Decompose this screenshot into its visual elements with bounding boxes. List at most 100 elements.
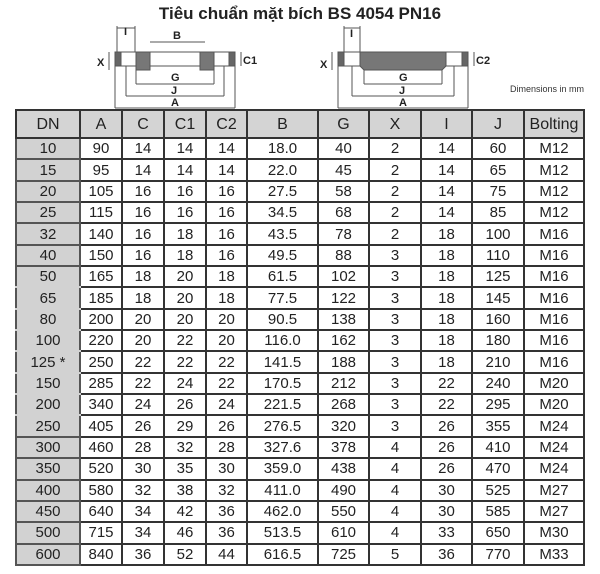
cell-c: 14 — [121, 136, 165, 161]
cell-c: 16 — [121, 201, 165, 225]
cell-c1: 18 — [163, 243, 207, 268]
cell-g: 320 — [317, 414, 370, 438]
table-row: 15 95 14 14 14 22.0 45 2 14 65 M12 — [15, 158, 585, 182]
cell-i: 33 — [420, 521, 473, 545]
cell-j: 585 — [471, 499, 525, 524]
cell-x: 3 — [368, 243, 422, 268]
table-header-row: DN A C C1 C2 B G X I J Bolting — [15, 109, 585, 139]
column-header-c: C — [121, 109, 165, 139]
cell-bolting: M30 — [523, 521, 585, 545]
dn-cell: 400 — [15, 478, 81, 502]
dn-cell: 32 — [15, 222, 81, 246]
dn-cell: 40 — [15, 243, 81, 268]
cell-a: 200 — [79, 307, 123, 332]
cell-g: 68 — [317, 201, 370, 225]
table-row: 80 200 20 20 20 90.5 138 3 18 160 M16 — [15, 307, 585, 332]
cell-j: 75 — [471, 179, 525, 204]
cell-c: 18 — [121, 286, 165, 310]
cell-b: 462.0 — [246, 499, 319, 524]
cell-g: 212 — [317, 371, 370, 396]
cell-j: 295 — [471, 393, 525, 417]
cell-g: 122 — [317, 286, 370, 310]
cell-c1: 14 — [163, 136, 207, 161]
table-row: 10 90 14 14 14 18.0 40 2 14 60 M12 — [15, 136, 585, 161]
dn-cell: 100 — [15, 329, 81, 353]
cell-x: 3 — [368, 307, 422, 332]
cell-c2: 36 — [205, 499, 248, 524]
column-header-bolting: Bolting — [523, 109, 585, 139]
cell-c1: 32 — [163, 435, 207, 460]
cell-j: 100 — [471, 222, 525, 246]
cell-a: 405 — [79, 414, 123, 438]
cell-c2: 18 — [205, 265, 248, 289]
table-row: 20 105 16 16 16 27.5 58 2 14 75 M12 — [15, 179, 585, 204]
cell-g: 610 — [317, 521, 370, 545]
cell-i: 26 — [420, 435, 473, 460]
cell-c1: 20 — [163, 307, 207, 332]
cell-c: 20 — [121, 307, 165, 332]
cell-j: 65 — [471, 158, 525, 182]
cell-g: 58 — [317, 179, 370, 204]
cell-a: 140 — [79, 222, 123, 246]
table-row: 450 640 34 42 36 462.0 550 4 30 585 M27 — [15, 499, 585, 524]
cell-b: 513.5 — [246, 521, 319, 545]
cell-c2: 20 — [205, 307, 248, 332]
flange-diagram-blind: I X C2 G J A — [320, 26, 490, 109]
cell-a: 285 — [79, 371, 123, 396]
flange-dimensions-table: DN A C C1 C2 B G X I J Bolting 10 90 14 14 14 18.0 40 2 14… — [15, 109, 585, 566]
cell-c: 22 — [121, 350, 165, 374]
cell-g: 550 — [317, 499, 370, 524]
cell-c1: 38 — [163, 478, 207, 502]
cell-c2: 28 — [205, 435, 248, 460]
cell-a: 105 — [79, 179, 123, 204]
cell-a: 715 — [79, 521, 123, 545]
column-header-i: I — [420, 109, 473, 139]
dn-cell: 20 — [15, 179, 81, 204]
cell-g: 88 — [317, 243, 370, 268]
cell-b: 27.5 — [246, 179, 319, 204]
cell-b: 90.5 — [246, 307, 319, 332]
cell-bolting: M20 — [523, 371, 585, 396]
cell-a: 90 — [79, 136, 123, 161]
cell-bolting: M33 — [523, 542, 585, 566]
cell-c2: 16 — [205, 222, 248, 246]
cell-c1: 16 — [163, 179, 207, 204]
column-header-c2: C2 — [205, 109, 248, 139]
cell-c2: 26 — [205, 414, 248, 438]
cell-i: 30 — [420, 478, 473, 502]
column-header-x: X — [368, 109, 422, 139]
cell-j: 145 — [471, 286, 525, 310]
cell-j: 160 — [471, 307, 525, 332]
cell-j: 85 — [471, 201, 525, 225]
cell-b: 22.0 — [246, 158, 319, 182]
dim-label-a: A — [171, 97, 179, 109]
cell-c2: 20 — [205, 329, 248, 353]
cell-b: 116.0 — [246, 329, 319, 353]
column-header-j: J — [471, 109, 525, 139]
cell-bolting: M12 — [523, 136, 585, 161]
cell-x: 3 — [368, 350, 422, 374]
dn-cell: 50 — [15, 265, 81, 289]
cell-c2: 16 — [205, 243, 248, 268]
cell-c1: 20 — [163, 286, 207, 310]
cell-i: 18 — [420, 307, 473, 332]
cell-g: 40 — [317, 136, 370, 161]
column-header-g: G — [317, 109, 370, 139]
column-header-b: B — [246, 109, 319, 139]
cell-i: 22 — [420, 393, 473, 417]
table-row: 125 * 250 22 22 22 141.5 188 3 18 210 M16 — [15, 350, 585, 374]
table-row: 400 580 32 38 32 411.0 490 4 30 525 M27 — [15, 478, 585, 502]
cell-x: 5 — [368, 542, 422, 566]
table-row: 350 520 30 35 30 359.0 438 4 26 470 M24 — [15, 457, 585, 481]
cell-bolting: M12 — [523, 201, 585, 225]
cell-x: 3 — [368, 329, 422, 353]
dn-cell: 80 — [15, 307, 81, 332]
cell-j: 770 — [471, 542, 525, 566]
cell-b: 221.5 — [246, 393, 319, 417]
cell-i: 14 — [420, 136, 473, 161]
cell-j: 180 — [471, 329, 525, 353]
cell-c: 14 — [121, 158, 165, 182]
dim-label-i: I — [124, 26, 127, 38]
cell-b: 359.0 — [246, 457, 319, 481]
cell-c2: 30 — [205, 457, 248, 481]
